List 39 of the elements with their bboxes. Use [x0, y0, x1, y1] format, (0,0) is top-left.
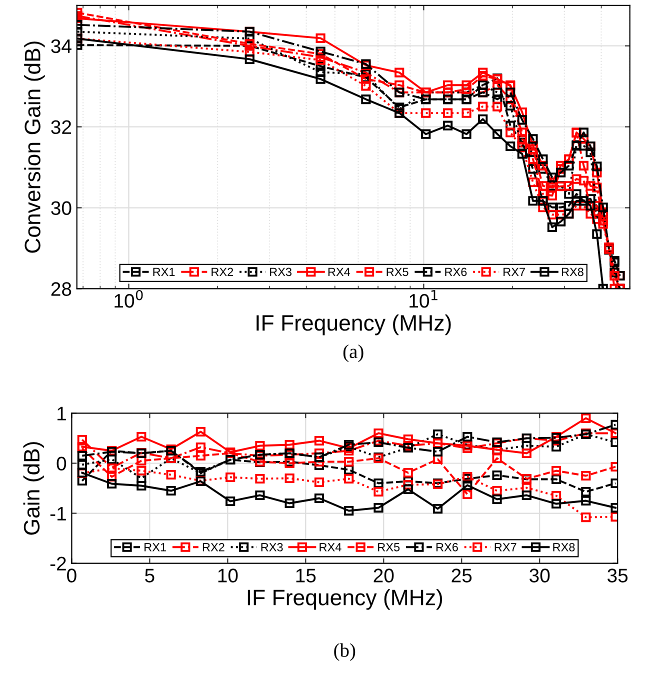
y-tick-label: -1: [50, 506, 66, 520]
text: (b): [334, 643, 356, 661]
y-tick-label: 0: [56, 456, 66, 470]
legend-label: RX8: [562, 268, 584, 276]
legend-label: RX6: [436, 543, 458, 552]
legend-label: RX4: [320, 543, 342, 552]
legend-label: RX1: [144, 543, 166, 552]
x-tick-label: 20: [374, 568, 394, 582]
legend-label: RX3: [261, 543, 283, 552]
legend-label: RX3: [270, 268, 292, 276]
y-tick-label: 1: [58, 406, 66, 420]
y-axis-title: Conversion Gain (dB): [24, 42, 45, 253]
x-axis-title: IF Frequency (MHz): [248, 589, 442, 610]
text: (a): [343, 344, 364, 362]
y-tick-label: 32: [51, 120, 72, 134]
legend-label: RX2: [212, 268, 234, 276]
legend-label: RX4: [328, 268, 350, 276]
legend-label: RX8: [553, 543, 575, 552]
x-tick-label: 35: [608, 568, 628, 582]
x-tick-label: 10$^{1}$: [410, 290, 438, 308]
legend-label: RX5: [386, 268, 408, 276]
y-axis-title: Gain (dB): [23, 442, 44, 535]
x-tick-label: 30: [530, 568, 550, 582]
legend-label: RX6: [445, 268, 467, 276]
x-tick-label: 10$^{0}$: [114, 290, 143, 308]
x-tick-label: 25: [452, 568, 472, 582]
x-axis-title: IF Frequency (MHz): [256, 314, 451, 336]
y-tick-label: 34: [51, 39, 72, 54]
legend-label: RX7: [504, 268, 525, 276]
x-tick-label: 5: [145, 568, 154, 582]
y-tick-label: 30: [51, 201, 72, 215]
y-tick-label: -2: [50, 556, 66, 570]
legend-label: RX2: [202, 543, 224, 552]
y-tick-label: 28: [51, 282, 72, 296]
legend-label: RX1: [153, 268, 175, 276]
x-tick-label: 15: [296, 568, 316, 582]
legend-label: RX7: [494, 543, 516, 552]
legend-label: RX5: [378, 543, 400, 552]
x-tick-label: 10: [218, 568, 238, 582]
